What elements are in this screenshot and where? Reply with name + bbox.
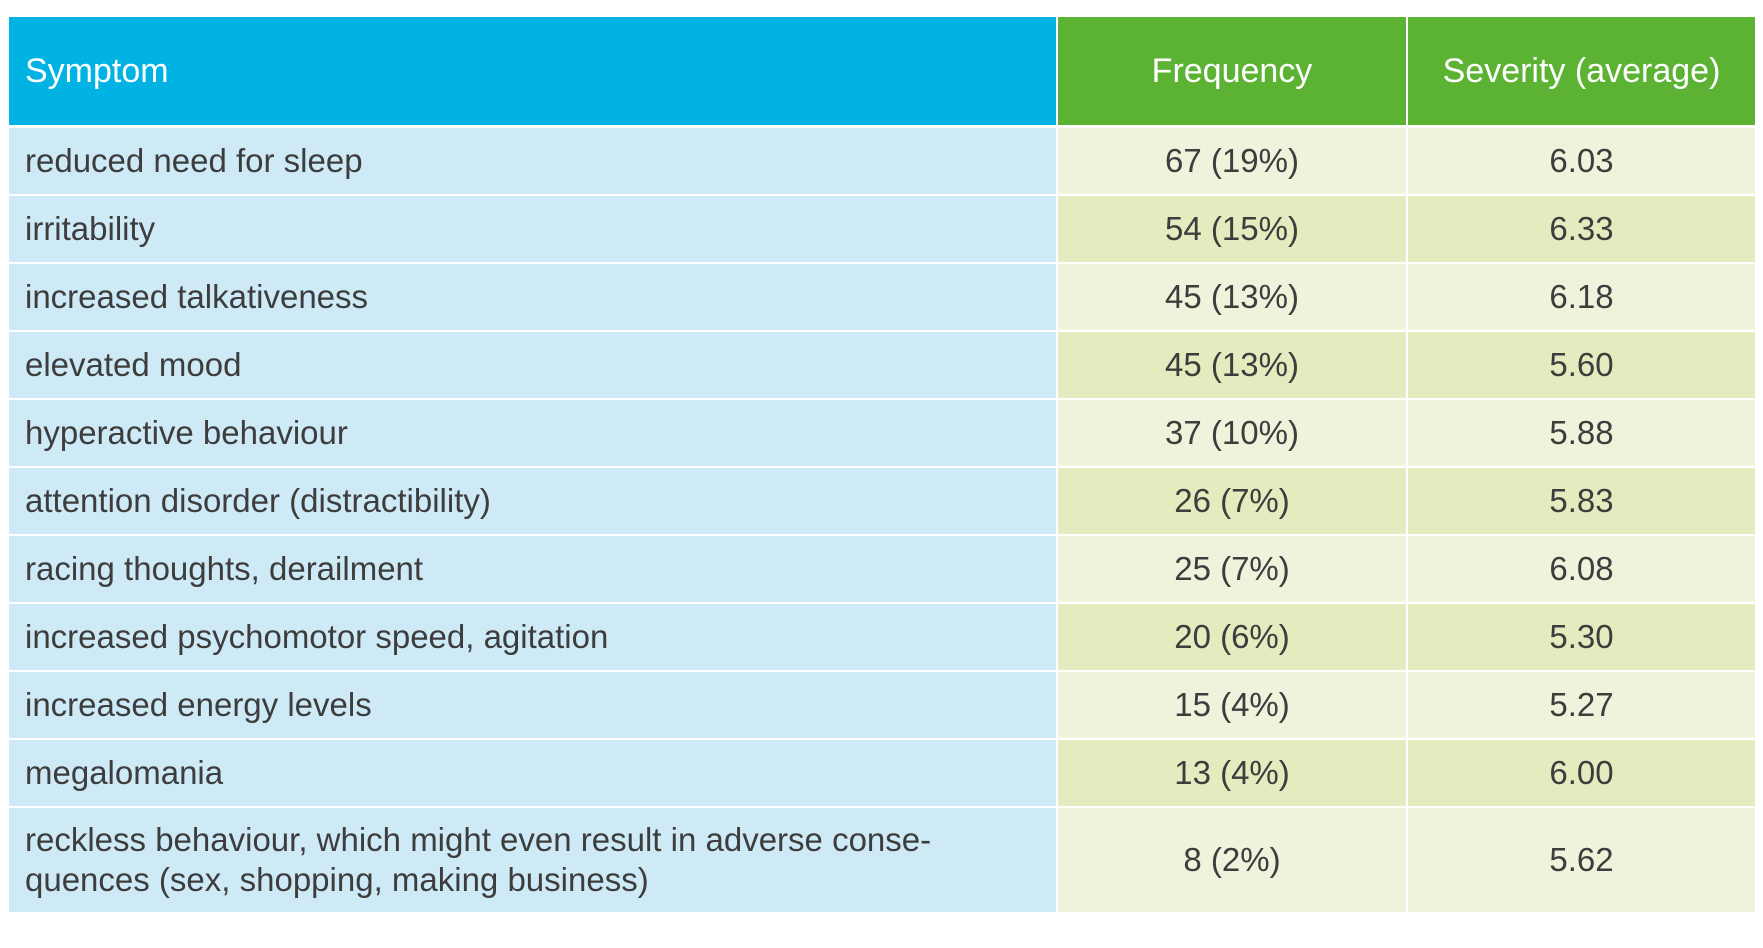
symptom-cell: reckless behaviour, which might even res… [9, 807, 1058, 914]
table-row: hyperactive behaviour 37 (10%) 5.88 [9, 399, 1755, 468]
table-row: megalomania 13 (4%) 6.00 [9, 739, 1755, 808]
severity-cell: 6.00 [1407, 739, 1755, 808]
symptom-cell: elevated mood [9, 331, 1058, 400]
table-row: reduced need for sleep 67 (19%) 6.03 [9, 126, 1755, 196]
header-symptom: Symptom [9, 17, 1058, 128]
severity-cell: 5.60 [1407, 331, 1755, 400]
table-row: racing thoughts, derailment 25 (7%) 6.08 [9, 535, 1755, 604]
table-row: increased energy levels 15 (4%) 5.27 [9, 671, 1755, 740]
table-row: increased talkativeness 45 (13%) 6.18 [9, 263, 1755, 332]
header-severity: Severity (average) [1407, 17, 1755, 128]
frequency-cell: 8 (2%) [1057, 807, 1408, 914]
symptom-cell: hyperactive behaviour [9, 399, 1058, 468]
table-row: attention disorder (distractibility) 26 … [9, 467, 1755, 536]
frequency-cell: 25 (7%) [1057, 535, 1408, 604]
header-row: Symptom Frequency Severity (average) [9, 17, 1755, 128]
severity-cell: 6.08 [1407, 535, 1755, 604]
severity-cell: 6.03 [1407, 126, 1755, 196]
table-row: elevated mood 45 (13%) 5.60 [9, 331, 1755, 400]
frequency-cell: 26 (7%) [1057, 467, 1408, 536]
symptom-cell: irritability [9, 195, 1058, 264]
severity-cell: 5.30 [1407, 603, 1755, 672]
symptom-cell: megalomania [9, 739, 1058, 808]
frequency-cell: 37 (10%) [1057, 399, 1408, 468]
header-frequency: Frequency [1057, 17, 1408, 128]
symptom-cell: attention disorder (distractibility) [9, 467, 1058, 536]
frequency-cell: 13 (4%) [1057, 739, 1408, 808]
frequency-cell: 20 (6%) [1057, 603, 1408, 672]
frequency-cell: 45 (13%) [1057, 331, 1408, 400]
severity-cell: 5.27 [1407, 671, 1755, 740]
severity-cell: 6.33 [1407, 195, 1755, 264]
symptom-cell: increased psychomotor speed, agitation [9, 603, 1058, 672]
severity-cell: 6.18 [1407, 263, 1755, 332]
frequency-cell: 15 (4%) [1057, 671, 1408, 740]
symptom-cell: increased talkativeness [9, 263, 1058, 332]
frequency-cell: 54 (15%) [1057, 195, 1408, 264]
table-row: increased psychomotor speed, agitation 2… [9, 603, 1755, 672]
frequency-cell: 67 (19%) [1057, 126, 1408, 196]
symptom-table: Symptom Frequency Severity (average) red… [9, 17, 1755, 914]
severity-cell: 5.83 [1407, 467, 1755, 536]
symptom-cell: increased energy levels [9, 671, 1058, 740]
symptom-cell: racing thoughts, derailment [9, 535, 1058, 604]
symptom-line: quences (sex, shopping, making business) [25, 861, 649, 898]
frequency-cell: 45 (13%) [1057, 263, 1408, 332]
table-row: irritability 54 (15%) 6.33 [9, 195, 1755, 264]
severity-cell: 5.62 [1407, 807, 1755, 914]
severity-cell: 5.88 [1407, 399, 1755, 468]
symptom-line: reckless behaviour, which might even res… [25, 821, 932, 858]
symptom-cell: reduced need for sleep [9, 126, 1058, 196]
table-row: reckless behaviour, which might even res… [9, 807, 1755, 914]
